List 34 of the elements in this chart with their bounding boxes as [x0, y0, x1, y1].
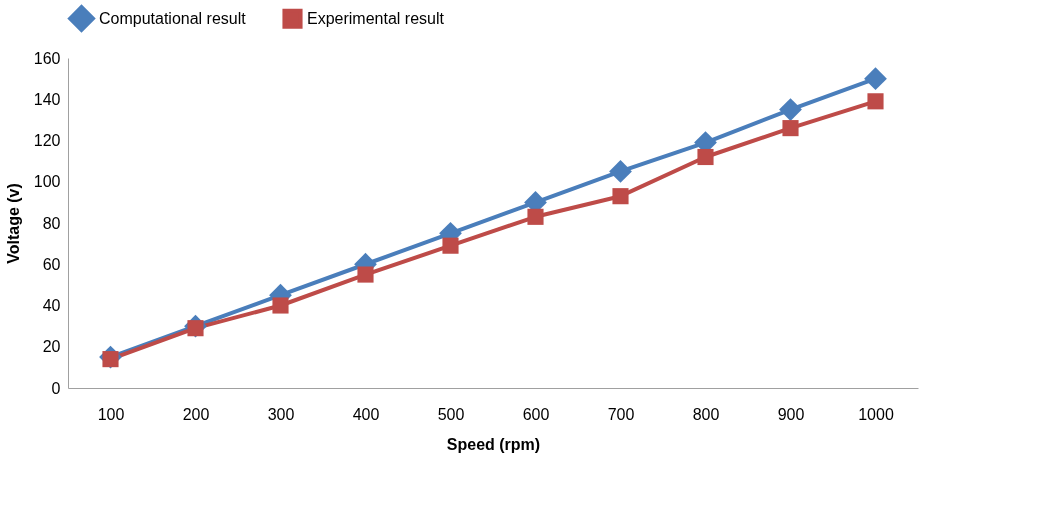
x-tick-label: 200	[182, 405, 210, 423]
point	[867, 93, 884, 110]
x-tick-label: 700	[607, 405, 635, 423]
point	[357, 266, 374, 283]
x-tick-label: 400	[352, 405, 380, 423]
y-tick-label: 40	[42, 297, 61, 314]
x-tick-label: 500	[437, 405, 465, 423]
y-tick-label: 0	[51, 379, 61, 397]
point	[612, 188, 629, 205]
x-tick-label: 600	[522, 405, 550, 423]
point	[442, 237, 459, 254]
point	[782, 120, 799, 137]
y-tick-label: 20	[42, 338, 61, 356]
y-tick-label: 160	[33, 49, 61, 67]
point	[697, 148, 714, 166]
x-axis-title: Speed (rpm)	[446, 435, 541, 453]
point	[864, 67, 887, 91]
x-tick-label: 1000	[858, 405, 894, 423]
point	[527, 208, 544, 225]
x-tick-label: 900	[777, 405, 805, 423]
y-axis-title: Voltage (v)	[4, 183, 22, 264]
y-tick-label: 140	[33, 90, 61, 108]
point	[779, 98, 802, 121]
x-tick-label: 800	[692, 405, 720, 423]
x-tick-label: 300	[267, 405, 295, 423]
legend-label: Experimental result	[307, 9, 445, 27]
point	[272, 297, 289, 314]
y-tick-label: 60	[42, 255, 61, 273]
y-tick-label: 120	[33, 132, 61, 149]
x-tick-label: 100	[97, 405, 125, 423]
point	[609, 160, 632, 183]
y-tick-label: 80	[42, 214, 61, 232]
legend-label: Computational result	[99, 9, 247, 27]
y-tick-label: 100	[33, 173, 61, 191]
